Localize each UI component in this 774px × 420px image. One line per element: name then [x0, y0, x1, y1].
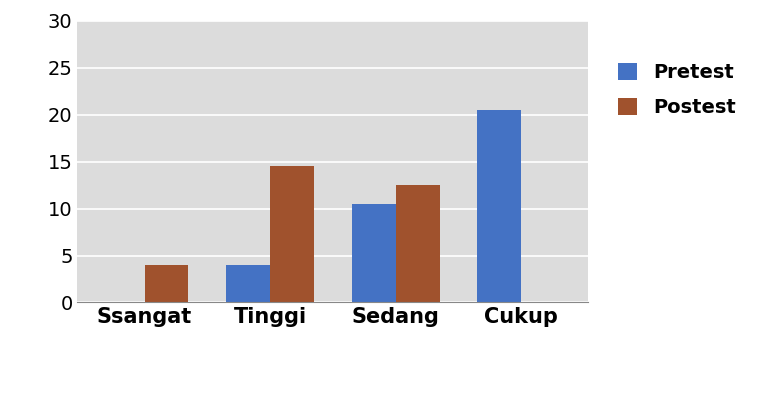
- Bar: [351, 204, 396, 302]
- Bar: [396, 185, 440, 302]
- Bar: [270, 166, 314, 302]
- Bar: [145, 265, 189, 302]
- Bar: [477, 110, 521, 302]
- Bar: [226, 265, 270, 302]
- Legend: Pretest, Postest: Pretest, Postest: [608, 53, 745, 127]
